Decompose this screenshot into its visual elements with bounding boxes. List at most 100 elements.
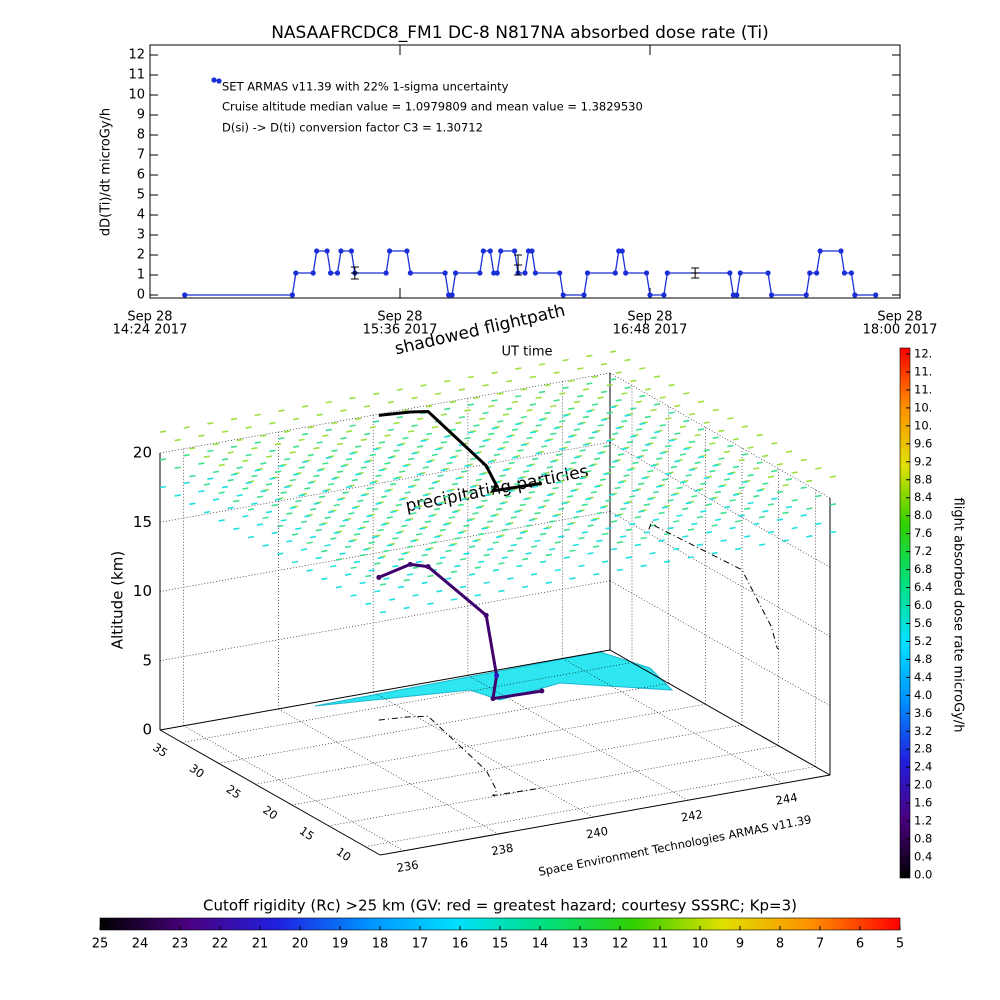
particle-dash	[776, 490, 784, 494]
particle-dash	[697, 400, 705, 404]
particle-dash	[506, 407, 513, 411]
particle-dash	[348, 539, 355, 543]
colorbar-tick-label: 2.4	[914, 760, 932, 774]
colorbar-tick-label: 21	[252, 937, 269, 952]
particle-dash	[384, 489, 391, 493]
data-point	[647, 292, 653, 298]
particle-dash	[544, 383, 551, 387]
colorbar-tick-label: 16	[452, 937, 469, 952]
particle-dash	[762, 482, 769, 485]
particle-dash	[262, 516, 269, 520]
z-tick-label: 0	[142, 721, 152, 739]
particle-dash	[274, 470, 282, 474]
particle-dash	[371, 535, 379, 539]
particle-dash	[335, 558, 343, 561]
particle-dash	[318, 495, 326, 499]
particle-dash	[398, 470, 406, 473]
particle-dash	[711, 524, 718, 527]
particle-dash	[573, 428, 581, 431]
grid-line	[373, 691, 594, 818]
particle-dash	[496, 535, 503, 539]
particle-dash	[505, 495, 512, 498]
particle-dash	[227, 478, 234, 482]
particle-dash	[482, 411, 489, 415]
colorbar-tick-label: 11	[652, 937, 669, 952]
particle-dash	[464, 464, 471, 468]
rigidity-region	[314, 651, 674, 707]
particle-dash	[523, 497, 530, 501]
flight-point	[407, 561, 413, 567]
particle-dash	[658, 511, 665, 515]
particle-dash	[336, 442, 344, 446]
particle-dash	[309, 508, 317, 511]
particle-dash	[741, 425, 749, 429]
particle-dash	[643, 503, 651, 506]
data-point	[511, 248, 518, 254]
colorbar-tick-label: 0.0	[914, 868, 932, 882]
grid-line	[218, 683, 669, 764]
particle-dash	[732, 437, 740, 441]
particle-dash	[431, 481, 438, 484]
particle-dash	[577, 394, 584, 398]
particle-dash	[397, 558, 405, 561]
particle-dash	[322, 434, 329, 437]
particle-dash	[254, 468, 261, 472]
data-point	[727, 270, 733, 276]
particle-dash	[685, 474, 692, 477]
wall-shadow	[648, 520, 779, 650]
particle-dash	[776, 518, 784, 521]
particle-dash	[265, 510, 273, 514]
particle-dash	[632, 489, 639, 492]
particle-dash	[767, 503, 775, 506]
particle-dash	[336, 470, 344, 473]
particle-dash	[467, 431, 475, 434]
colorbar-tick-label: 8.0	[914, 508, 932, 522]
particle-dash	[497, 420, 504, 423]
particle-dash	[635, 428, 643, 431]
particle-dash	[324, 544, 331, 547]
particle-dash	[316, 413, 323, 417]
particle-dash	[507, 577, 514, 580]
particle-dash	[535, 424, 542, 427]
data-point	[452, 270, 459, 276]
data-point	[324, 248, 330, 254]
particle-dash	[800, 514, 807, 517]
colorbar-tick-label: 12	[612, 937, 629, 952]
particle-dash	[396, 388, 403, 391]
particle-dash	[316, 468, 323, 472]
particle-dash	[230, 445, 238, 449]
data-point	[661, 292, 667, 298]
particle-dash	[401, 524, 408, 528]
y-tick-label: 9	[137, 108, 145, 123]
particle-dash	[428, 514, 435, 518]
particle-dash	[442, 495, 450, 498]
colorbar-tick-label: 6.8	[914, 562, 932, 576]
particle-dash	[683, 392, 690, 395]
particle-dash	[309, 535, 317, 539]
particle-dash	[404, 518, 411, 522]
particle-dash	[621, 447, 628, 451]
particle-dash	[829, 530, 837, 534]
particle-dash	[339, 524, 346, 528]
particle-dash	[366, 487, 373, 490]
particle-dash	[573, 456, 581, 459]
particle-dash	[546, 493, 554, 497]
axis-line	[609, 649, 831, 776]
particle-dash	[417, 445, 424, 448]
particle-dash	[378, 441, 385, 444]
particle-dash	[549, 547, 556, 551]
particle-dash	[694, 461, 701, 465]
particle-dash	[373, 447, 380, 451]
particle-dash	[499, 502, 506, 505]
particle-dash	[785, 505, 793, 509]
particle-dash	[350, 566, 357, 570]
particle-dash	[236, 466, 243, 469]
particle-dash	[540, 532, 547, 536]
particle-dash	[479, 445, 486, 448]
particle-dash	[300, 520, 308, 524]
particle-dash	[427, 574, 434, 578]
particle-dash	[644, 443, 652, 446]
particle-dash	[431, 453, 438, 457]
particle-dash	[516, 564, 523, 568]
z-tick-label: 5	[142, 651, 152, 669]
